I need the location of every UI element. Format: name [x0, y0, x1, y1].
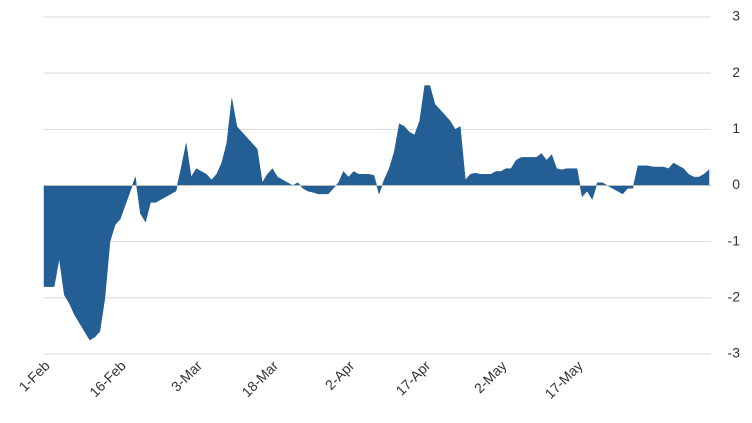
- y-tick-label: 3: [732, 8, 740, 24]
- area: [43, 85, 710, 341]
- y-tick-label: 0: [732, 176, 740, 192]
- x-tick-label: 1-Feb: [16, 357, 53, 394]
- x-tick-label: 16-Feb: [86, 357, 129, 400]
- x-tick-label: 17-May: [541, 357, 585, 401]
- y-tick-label: -2: [728, 289, 741, 305]
- x-tick-label: 2-Apr: [322, 357, 358, 393]
- y-tick-label: 2: [732, 64, 740, 80]
- x-tick-label: 18-Mar: [238, 357, 281, 400]
- y-tick-label: 1: [732, 120, 740, 136]
- y-tick-label: -3: [728, 345, 741, 361]
- x-tick-label: 3-Mar: [168, 357, 205, 394]
- y-tick-label: -1: [728, 232, 741, 248]
- x-tick-label: 17-Apr: [392, 357, 433, 398]
- x-tick-label: 2-May: [471, 357, 510, 396]
